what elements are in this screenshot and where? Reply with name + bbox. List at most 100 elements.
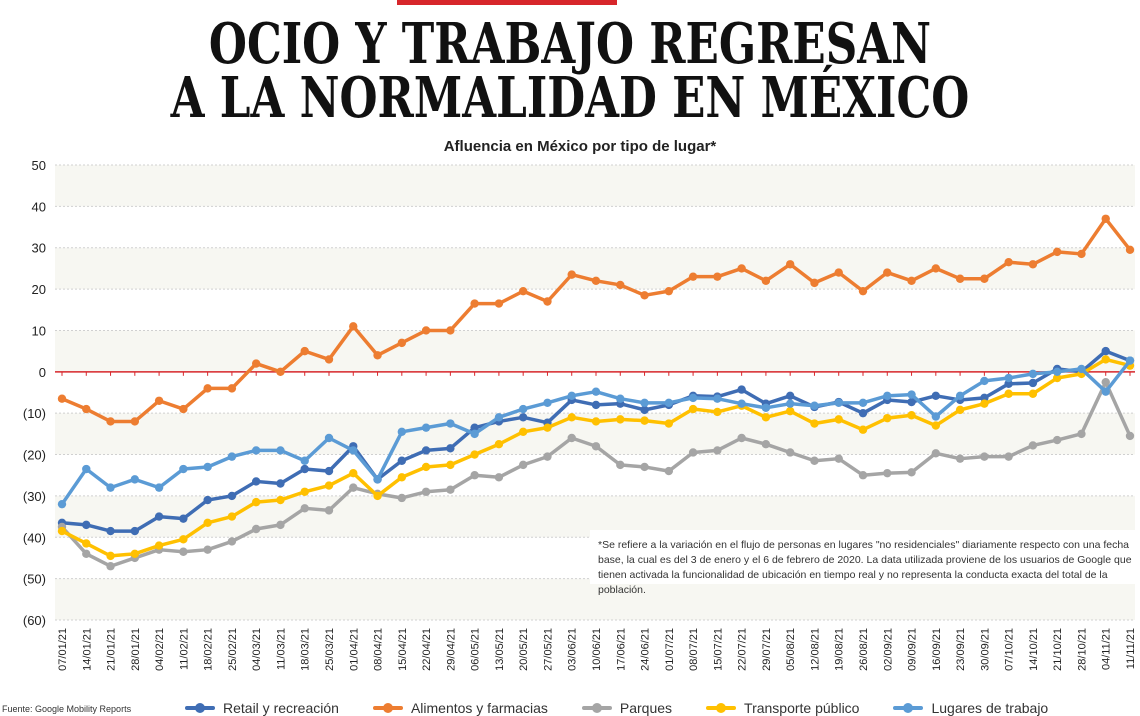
x-tick-label: 30/09/21 bbox=[979, 628, 991, 671]
data-point-parques bbox=[883, 468, 892, 478]
data-point-alimentos-y-farmacias bbox=[373, 351, 382, 360]
legend-item: Alimentos y farmacias bbox=[372, 700, 548, 716]
data-point-alimentos-y-farmacias bbox=[57, 394, 67, 403]
data-point-lugares-de-trabajo bbox=[276, 446, 285, 455]
data-point-lugares-de-trabajo bbox=[616, 394, 625, 403]
data-point-alimentos-y-farmacias bbox=[688, 272, 698, 281]
legend-item: Retail y recreación bbox=[185, 700, 339, 716]
data-point-lugares-de-trabajo bbox=[349, 446, 358, 455]
x-tick-label: 06/05/21 bbox=[470, 628, 482, 671]
data-point-lugares-de-trabajo bbox=[810, 401, 819, 410]
x-tick-label: 22/04/21 bbox=[421, 628, 433, 671]
x-tick-label: 01/04/21 bbox=[348, 628, 360, 671]
x-tick-label: 25/02/21 bbox=[227, 628, 239, 671]
x-tick-label: 03/06/21 bbox=[567, 628, 579, 671]
data-point-transporte-publico bbox=[470, 450, 479, 459]
data-point-retail-y-recreacion bbox=[446, 444, 455, 453]
y-tick-label: 50 bbox=[32, 158, 46, 173]
x-tick-label: 19/08/21 bbox=[834, 628, 846, 671]
data-point-retail-y-recreacion bbox=[591, 400, 601, 410]
y-tick-label: 10 bbox=[32, 323, 46, 338]
data-point-transporte-publico bbox=[518, 427, 528, 436]
data-point-transporte-publico bbox=[106, 551, 115, 561]
data-point-lugares-de-trabajo bbox=[931, 412, 941, 421]
data-point-parques bbox=[664, 466, 674, 476]
data-point-lugares-de-trabajo bbox=[858, 398, 868, 408]
data-point-retail-y-recreacion bbox=[130, 526, 140, 536]
x-tick-label: 02/09/21 bbox=[882, 628, 894, 671]
data-point-transporte-publico bbox=[980, 399, 989, 408]
data-point-lugares-de-trabajo bbox=[664, 398, 674, 408]
data-point-retail-y-recreacion bbox=[1028, 378, 1038, 388]
legend-item: Transporte público bbox=[706, 700, 859, 716]
data-point-alimentos-y-farmacias bbox=[1052, 247, 1062, 257]
x-tick-label: 05/08/21 bbox=[785, 628, 797, 671]
data-point-alimentos-y-farmacias bbox=[130, 417, 140, 426]
x-tick-label: 18/03/21 bbox=[300, 628, 312, 671]
data-point-retail-y-recreacion bbox=[324, 466, 334, 476]
data-point-parques bbox=[810, 456, 819, 465]
data-point-lugares-de-trabajo bbox=[1125, 356, 1135, 365]
data-point-lugares-de-trabajo bbox=[106, 483, 115, 492]
y-tick-label: 30 bbox=[32, 241, 46, 256]
data-point-lugares-de-trabajo bbox=[518, 404, 528, 414]
data-point-retail-y-recreacion bbox=[154, 512, 164, 521]
legend-label: Parques bbox=[619, 700, 673, 716]
legend-swatch bbox=[581, 703, 612, 713]
x-tick-label: 18/02/21 bbox=[203, 628, 215, 671]
data-point-transporte-publico bbox=[1052, 373, 1062, 383]
x-tick-label: 21/01/21 bbox=[106, 628, 118, 671]
data-point-alimentos-y-farmacias bbox=[1101, 214, 1110, 223]
data-point-transporte-publico bbox=[858, 425, 868, 434]
legend-item: Lugares de trabajo bbox=[893, 700, 1048, 716]
data-point-lugares-de-trabajo bbox=[494, 413, 504, 422]
data-point-lugares-de-trabajo bbox=[761, 403, 771, 413]
data-point-alimentos-y-farmacias bbox=[761, 276, 771, 286]
data-point-transporte-publico bbox=[494, 440, 504, 449]
data-point-alimentos-y-farmacias bbox=[251, 359, 261, 368]
data-point-lugares-de-trabajo bbox=[446, 419, 455, 428]
data-point-lugares-de-trabajo bbox=[834, 398, 843, 408]
data-point-parques bbox=[591, 442, 601, 451]
data-point-alimentos-y-farmacias bbox=[179, 404, 188, 414]
data-point-transporte-publico bbox=[373, 491, 382, 501]
x-tick-label: 13/05/21 bbox=[494, 628, 506, 671]
data-point-lugares-de-trabajo bbox=[591, 387, 601, 396]
data-point-transporte-publico bbox=[57, 526, 67, 536]
data-point-alimentos-y-farmacias bbox=[883, 268, 892, 277]
data-point-alimentos-y-farmacias bbox=[470, 299, 479, 308]
legend-swatch bbox=[706, 703, 737, 713]
data-point-lugares-de-trabajo bbox=[640, 398, 649, 408]
data-point-transporte-publico bbox=[616, 415, 625, 424]
data-point-lugares-de-trabajo bbox=[883, 391, 892, 401]
x-tick-label: 22/07/21 bbox=[737, 628, 749, 671]
data-point-parques bbox=[1028, 441, 1038, 450]
x-tick-label: 29/04/21 bbox=[445, 628, 457, 671]
data-point-transporte-publico bbox=[421, 462, 431, 472]
data-point-lugares-de-trabajo bbox=[130, 475, 140, 484]
data-point-alimentos-y-farmacias bbox=[980, 274, 989, 283]
data-point-parques bbox=[397, 493, 407, 503]
x-tick-label: 14/10/21 bbox=[1028, 628, 1040, 671]
headline-line-1: OCIO Y TRABAJO REGRESAN bbox=[208, 11, 932, 77]
data-point-alimentos-y-farmacias bbox=[616, 280, 625, 290]
x-tick-label: 21/10/21 bbox=[1052, 628, 1064, 671]
data-point-transporte-publico bbox=[154, 541, 164, 550]
data-point-transporte-publico bbox=[203, 518, 212, 527]
data-point-alimentos-y-farmacias bbox=[106, 417, 115, 426]
data-point-retail-y-recreacion bbox=[907, 397, 916, 407]
data-point-retail-y-recreacion bbox=[737, 385, 746, 394]
legend-item: Parques bbox=[581, 700, 673, 716]
data-point-alimentos-y-farmacias bbox=[955, 274, 965, 283]
x-tick-label: 04/11/21 bbox=[1101, 628, 1113, 670]
source-text: Fuente: Google Mobility Reports bbox=[2, 704, 132, 714]
data-point-lugares-de-trabajo bbox=[227, 452, 237, 461]
data-point-parques bbox=[834, 454, 843, 463]
y-tick-label: 20 bbox=[32, 282, 46, 297]
data-point-lugares-de-trabajo bbox=[421, 423, 431, 432]
x-tick-label: 10/06/21 bbox=[591, 628, 603, 671]
data-point-transporte-publico bbox=[324, 481, 334, 490]
data-point-alimentos-y-farmacias bbox=[834, 268, 843, 277]
data-point-lugares-de-trabajo bbox=[300, 456, 309, 465]
